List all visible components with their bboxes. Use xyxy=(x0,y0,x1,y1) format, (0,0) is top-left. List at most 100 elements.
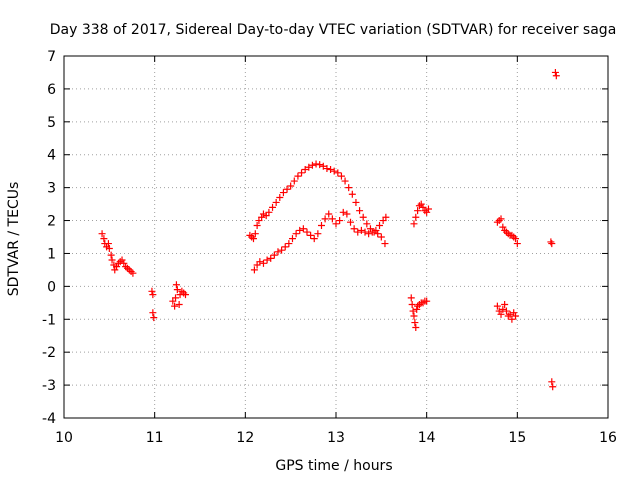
chart-title: Day 338 of 2017, Sidereal Day-to-day VTE… xyxy=(50,22,617,38)
data-point xyxy=(408,300,416,308)
data-point xyxy=(172,294,180,302)
data-point xyxy=(382,213,390,221)
data-point xyxy=(125,266,133,274)
data-point xyxy=(105,245,113,253)
data-point xyxy=(301,166,309,174)
data-point xyxy=(512,235,520,243)
data-point xyxy=(256,258,264,266)
data-point xyxy=(285,240,293,248)
data-point xyxy=(251,230,259,238)
data-point xyxy=(504,312,512,320)
data-point xyxy=(116,258,124,266)
data-point xyxy=(180,289,188,297)
data-point xyxy=(325,210,333,218)
data-point xyxy=(363,220,371,228)
data-point xyxy=(312,160,320,168)
data-point xyxy=(512,312,520,320)
x-tick-label: 13 xyxy=(327,430,345,446)
data-point xyxy=(502,228,510,236)
data-point xyxy=(410,312,418,320)
data-point xyxy=(123,264,131,272)
data-point xyxy=(281,243,289,251)
data-point xyxy=(423,208,431,216)
data-point xyxy=(410,220,418,228)
data-point xyxy=(246,231,254,239)
data-point xyxy=(330,167,338,175)
data-point xyxy=(316,161,324,169)
data-point xyxy=(98,230,106,238)
data-point xyxy=(108,256,116,264)
data-point xyxy=(296,226,304,234)
y-tick-label: -3 xyxy=(42,378,56,394)
data-point xyxy=(120,259,128,267)
x-tick-label: 14 xyxy=(418,430,436,446)
data-point xyxy=(150,314,158,322)
data-point xyxy=(100,235,108,243)
data-point xyxy=(493,302,501,310)
data-point xyxy=(381,240,389,248)
data-point xyxy=(417,200,425,208)
data-point xyxy=(350,225,358,233)
data-point xyxy=(365,230,373,238)
x-tick-label: 12 xyxy=(236,430,254,446)
x-tick-label: 15 xyxy=(508,430,526,446)
data-point xyxy=(552,72,560,80)
data-point xyxy=(148,287,156,295)
data-point xyxy=(501,300,509,308)
data-point xyxy=(499,223,507,231)
data-point xyxy=(334,169,342,177)
data-point xyxy=(269,203,277,211)
y-tick-label: 5 xyxy=(47,115,56,131)
data-point xyxy=(263,256,271,264)
data-point xyxy=(504,230,512,238)
data-point xyxy=(332,220,340,228)
data-point xyxy=(290,177,298,185)
data-point xyxy=(377,233,385,241)
data-point xyxy=(107,251,115,259)
y-tick-label: 4 xyxy=(47,148,56,164)
data-point xyxy=(356,207,364,215)
x-tick-label: 10 xyxy=(55,430,73,446)
data-point xyxy=(118,256,126,264)
data-point xyxy=(171,302,179,310)
data-point xyxy=(339,208,347,216)
data-point xyxy=(175,300,183,308)
data-point xyxy=(361,228,369,236)
data-points xyxy=(98,68,560,391)
data-point xyxy=(548,378,556,386)
data-point xyxy=(314,230,322,238)
data-point xyxy=(250,266,258,274)
data-point xyxy=(288,235,296,243)
data-point xyxy=(181,291,189,299)
data-point xyxy=(178,287,186,295)
data-point xyxy=(278,246,286,254)
data-point xyxy=(359,213,367,221)
data-point xyxy=(412,324,420,331)
data-point xyxy=(506,310,514,318)
data-point xyxy=(548,240,556,248)
data-point xyxy=(265,208,273,216)
data-point xyxy=(497,310,505,318)
x-tick-label: 16 xyxy=(599,430,617,446)
data-point xyxy=(327,166,335,174)
data-point xyxy=(495,307,503,315)
y-tick-label: 6 xyxy=(47,82,56,98)
data-point xyxy=(508,315,516,323)
data-point xyxy=(499,305,507,313)
data-point xyxy=(413,305,421,313)
data-point xyxy=(307,231,315,239)
x-tick-label: 11 xyxy=(146,430,164,446)
data-point xyxy=(321,215,329,223)
y-tick-label: -1 xyxy=(42,312,56,328)
data-point xyxy=(149,291,157,299)
data-point xyxy=(111,266,119,274)
data-point xyxy=(493,218,501,226)
data-point xyxy=(272,198,280,206)
data-point xyxy=(549,383,557,391)
data-point xyxy=(421,207,429,215)
data-point xyxy=(298,169,306,177)
data-point xyxy=(547,238,555,246)
y-tick-label: 2 xyxy=(47,214,56,230)
data-point xyxy=(513,240,521,248)
